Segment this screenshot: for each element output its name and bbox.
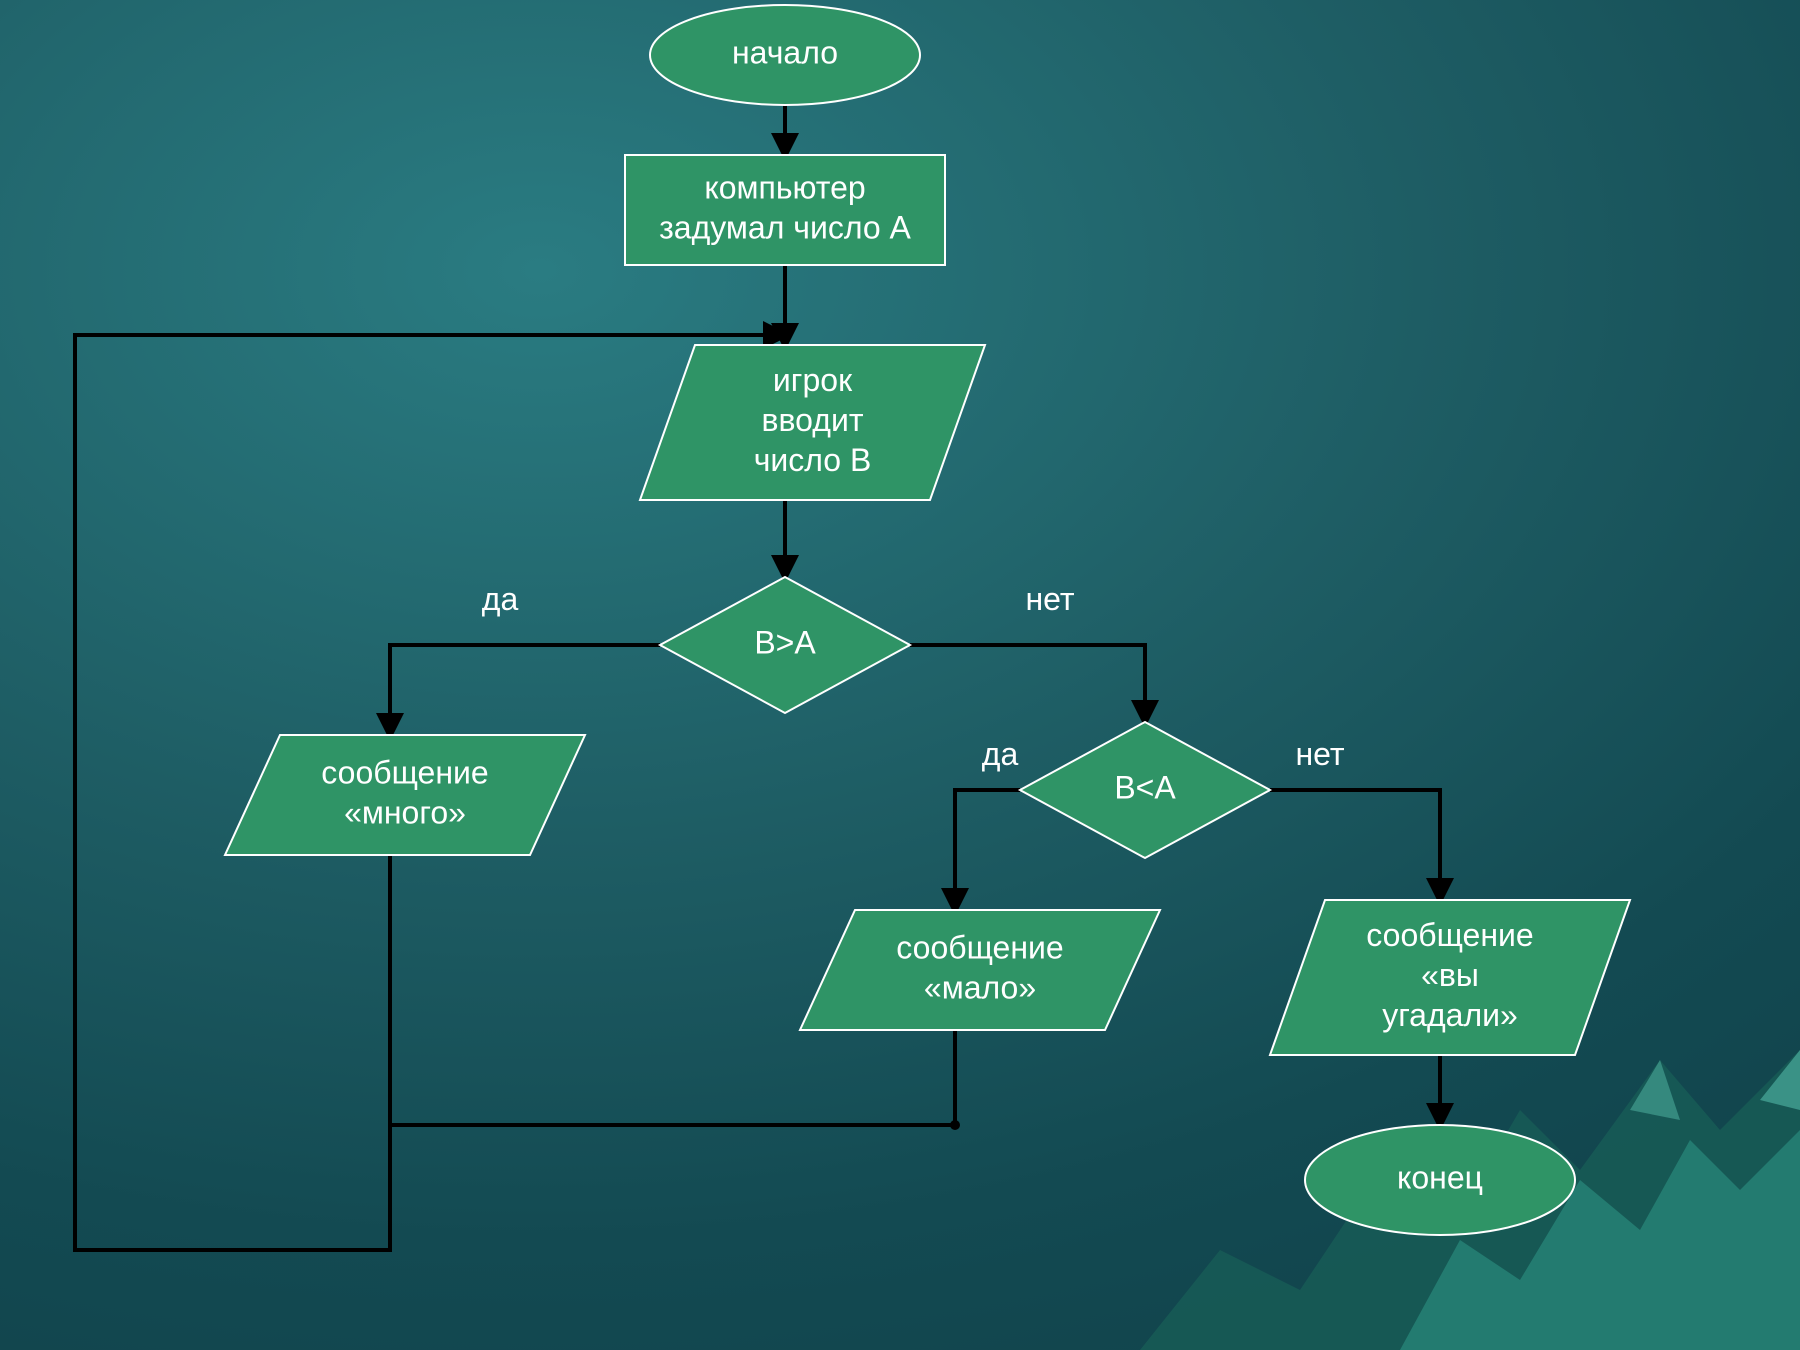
edge-label-e6: да: [982, 736, 1019, 772]
node-label-msg_few-1: «мало»: [924, 969, 1036, 1005]
node-dec1: В>А: [660, 577, 910, 713]
node-dec2: В<А: [1020, 722, 1270, 858]
node-label-init-1: задумал число А: [659, 209, 911, 245]
node-label-msg_win-1: «вы: [1421, 957, 1479, 993]
node-init: компьютер задумал число А: [625, 155, 945, 265]
node-msg_many: сообщение «много»: [225, 735, 585, 855]
node-label-input-2: число В: [754, 442, 872, 478]
node-label-input-1: вводит: [762, 402, 864, 438]
node-input: игрок вводит число В: [640, 345, 985, 500]
edge-e5: [910, 645, 1145, 722]
flowchart-canvas: начало компьютер задумал число А игрок вводи…: [0, 0, 1800, 1350]
node-label-msg_few-0: сообщение: [896, 929, 1063, 965]
node-label-msg_win-2: угадали»: [1382, 997, 1518, 1033]
node-label-msg_many-1: «много»: [344, 794, 466, 830]
edge-e7: [1270, 790, 1440, 900]
node-label-msg_win-0: сообщение: [1366, 917, 1533, 953]
node-label-start-0: начало: [732, 34, 838, 70]
edge-e6: [955, 790, 1020, 910]
node-label-init-0: компьютер: [704, 169, 865, 205]
edge-e4: [390, 645, 660, 735]
node-label-dec1-0: В>А: [754, 624, 816, 660]
node-label-end-0: конец: [1397, 1159, 1483, 1195]
node-msg_win: сообщение «вы угадали»: [1270, 900, 1630, 1055]
node-start: начало: [650, 5, 920, 105]
edge-label-e7: нет: [1295, 736, 1344, 772]
node-label-input-0: игрок: [773, 362, 853, 398]
edge-label-e5: нет: [1025, 581, 1074, 617]
node-label-dec2-0: В<А: [1114, 769, 1176, 805]
node-end: конец: [1305, 1125, 1575, 1235]
edge-label-e4: да: [482, 581, 519, 617]
node-msg_few: сообщение «мало»: [800, 910, 1160, 1030]
node-label-msg_many-0: сообщение: [321, 754, 488, 790]
